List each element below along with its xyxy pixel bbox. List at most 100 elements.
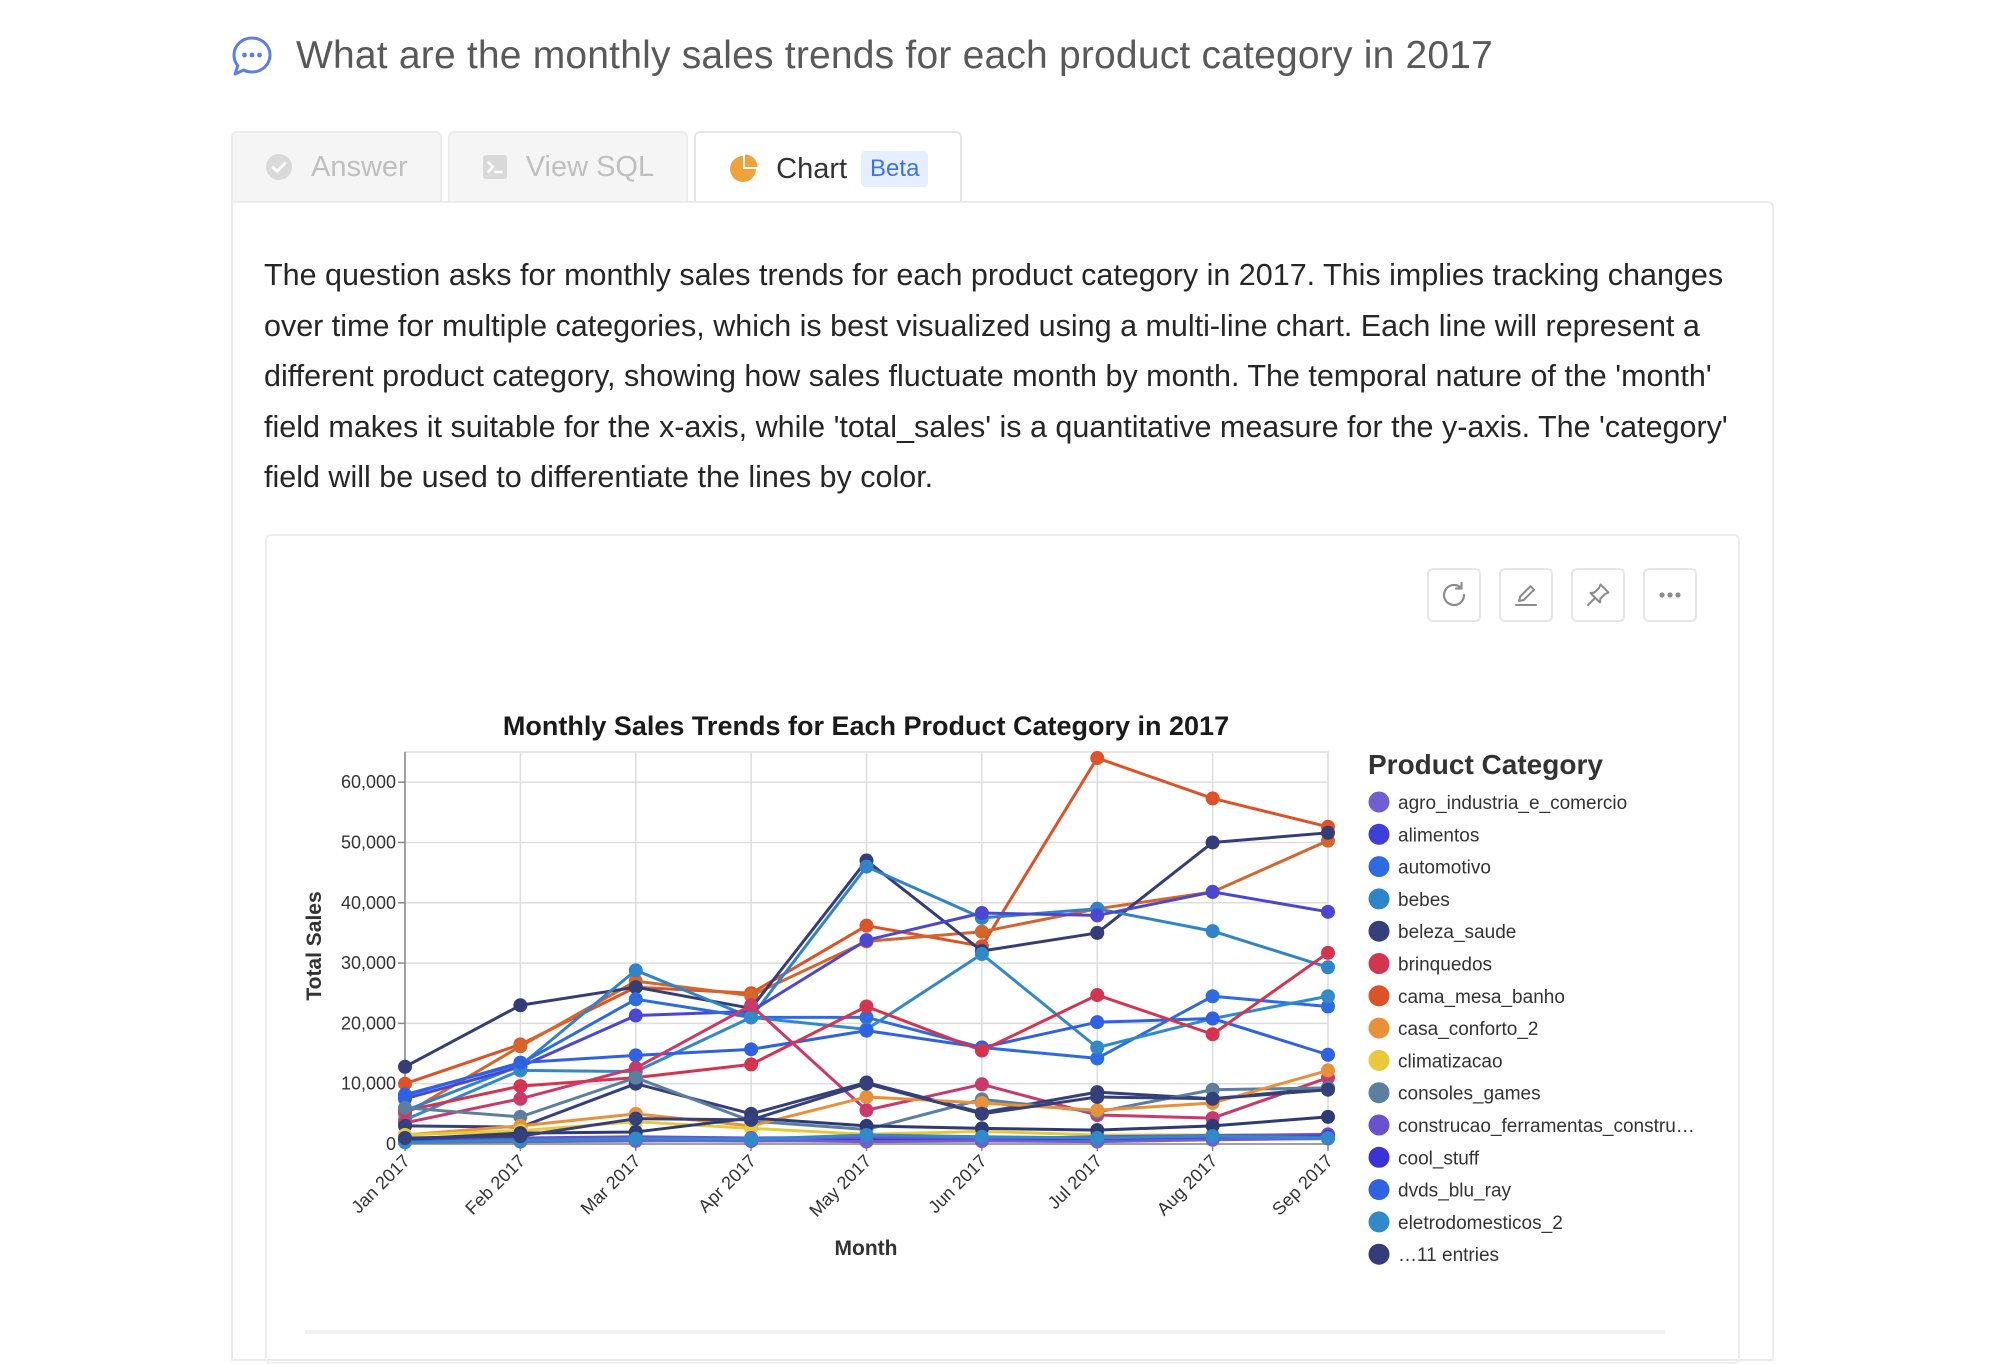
data-point[interactable] (1205, 884, 1220, 899)
legend-item[interactable]: agro_industria_e_comercio (1398, 793, 1627, 814)
refresh-button[interactable] (1427, 568, 1481, 622)
data-point[interactable] (859, 859, 874, 874)
data-point[interactable] (1321, 945, 1335, 960)
data-point[interactable] (974, 924, 989, 939)
chart-legend[interactable]: agro_industria_e_comercio alimentos automo… (1368, 791, 1695, 1267)
data-point[interactable] (744, 1057, 759, 1072)
data-point[interactable] (744, 1010, 759, 1025)
data-point[interactable] (859, 1010, 874, 1025)
data-point[interactable] (513, 1039, 528, 1054)
data-point[interactable] (859, 1127, 874, 1142)
data-point[interactable] (628, 1111, 643, 1126)
data-point[interactable] (1321, 825, 1335, 840)
tab-answer[interactable]: Answer (231, 131, 442, 201)
data-point[interactable] (513, 1129, 528, 1144)
legend-item[interactable]: bebes (1398, 890, 1450, 911)
data-point[interactable] (744, 988, 759, 1003)
pencil-icon (1515, 585, 1537, 606)
data-point[interactable] (1321, 1082, 1335, 1097)
legend-item[interactable]: cool_stuff (1398, 1148, 1480, 1169)
data-point[interactable] (859, 1103, 874, 1118)
data-point[interactable] (974, 1043, 989, 1058)
data-point[interactable] (628, 980, 643, 995)
legend-item[interactable]: dvds_blu_ray (1398, 1181, 1512, 1202)
data-point[interactable] (1205, 1118, 1220, 1133)
data-point[interactable] (859, 999, 874, 1014)
data-point[interactable] (1090, 1040, 1105, 1055)
data-point[interactable] (744, 998, 759, 1013)
data-point[interactable] (974, 1077, 989, 1092)
data-point[interactable] (1090, 1103, 1105, 1118)
data-point[interactable] (628, 1070, 643, 1085)
legend-item[interactable]: beleza_saude (1398, 922, 1516, 943)
more-button[interactable] (1643, 568, 1697, 622)
data-point[interactable] (1205, 1011, 1220, 1026)
data-point[interactable] (859, 1076, 874, 1091)
data-point[interactable] (859, 1023, 874, 1038)
data-point[interactable] (1205, 1027, 1220, 1042)
legend-item[interactable]: construcao_ferramentas_constru… (1398, 1116, 1695, 1137)
data-point[interactable] (513, 1055, 528, 1070)
edit-button[interactable] (1499, 568, 1553, 622)
data-point[interactable] (398, 1059, 412, 1074)
data-point[interactable] (1090, 908, 1105, 923)
data-point[interactable] (859, 918, 874, 933)
data-point[interactable] (1090, 1130, 1105, 1145)
data-point[interactable] (1321, 989, 1335, 1004)
data-point[interactable] (628, 1048, 643, 1063)
data-point[interactable] (744, 1132, 759, 1147)
data-point[interactable] (1321, 1063, 1335, 1078)
data-point[interactable] (1205, 791, 1220, 806)
tab-chart[interactable]: Chart Beta (694, 131, 963, 205)
legend-item[interactable]: consoles_games (1398, 1084, 1541, 1105)
legend-item[interactable]: casa_conforto_2 (1398, 1019, 1539, 1040)
legend-item[interactable]: automotivo (1398, 858, 1491, 879)
legend-item[interactable]: …11 entries (1398, 1245, 1499, 1266)
data-point[interactable] (628, 963, 643, 978)
data-point[interactable] (1205, 1091, 1220, 1106)
data-point[interactable] (1205, 1129, 1220, 1144)
data-point[interactable] (513, 998, 528, 1013)
data-point[interactable] (1205, 924, 1220, 939)
legend-item[interactable]: eletrodomesticos_2 (1398, 1213, 1563, 1234)
data-point[interactable] (1090, 1089, 1105, 1104)
data-point[interactable] (1321, 1047, 1335, 1062)
data-point[interactable] (974, 906, 989, 921)
legend-item[interactable]: cama_mesa_banho (1398, 987, 1565, 1008)
data-point[interactable] (513, 1091, 528, 1106)
data-point[interactable] (513, 1079, 528, 1094)
legend-item[interactable]: alimentos (1398, 825, 1479, 846)
pin-button[interactable] (1571, 568, 1625, 622)
tab-view-sql[interactable]: View SQL (447, 131, 689, 201)
data-point[interactable] (974, 1129, 989, 1144)
data-point[interactable] (398, 1088, 412, 1103)
data-point[interactable] (628, 1008, 643, 1023)
data-point[interactable] (1205, 835, 1220, 850)
data-point[interactable] (1090, 988, 1105, 1003)
data-point[interactable] (744, 1042, 759, 1057)
data-point[interactable] (1205, 989, 1220, 1004)
data-point[interactable] (628, 1061, 643, 1076)
data-point[interactable] (1090, 751, 1105, 766)
legend-item[interactable]: brinquedos (1398, 955, 1492, 976)
data-point[interactable] (1321, 960, 1335, 975)
data-point[interactable] (628, 1131, 643, 1146)
data-point[interactable] (1321, 904, 1335, 919)
data-point[interactable] (628, 992, 643, 1007)
data-point[interactable] (398, 1130, 412, 1145)
data-point[interactable] (974, 1095, 989, 1110)
data-point[interactable] (1090, 1051, 1105, 1066)
data-point[interactable] (859, 933, 874, 948)
data-point[interactable] (1321, 1130, 1335, 1145)
data-point[interactable] (1321, 1109, 1335, 1124)
data-point[interactable] (744, 1112, 759, 1127)
data-point[interactable] (974, 1106, 989, 1121)
data-point[interactable] (398, 1100, 412, 1115)
data-point[interactable] (859, 1089, 874, 1104)
data-point[interactable] (1090, 925, 1105, 940)
data-point[interactable] (974, 947, 989, 962)
data-point[interactable] (1090, 1015, 1105, 1030)
data-point[interactable] (1321, 999, 1335, 1014)
data-point[interactable] (398, 1076, 412, 1091)
legend-item[interactable]: climatizacao (1398, 1051, 1503, 1072)
